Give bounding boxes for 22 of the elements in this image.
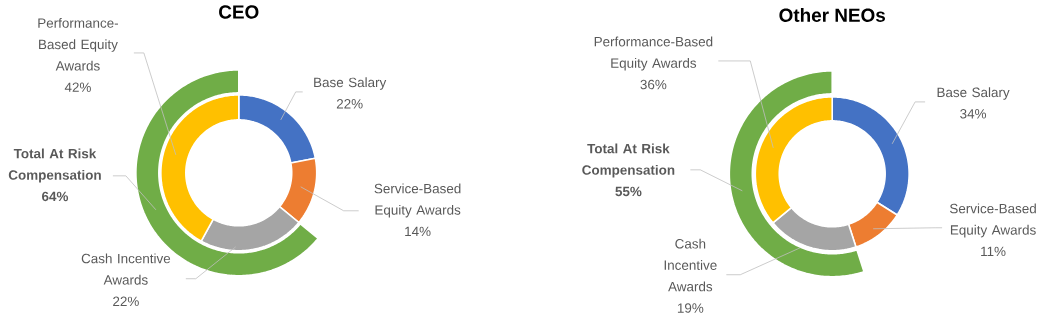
slice-label: Base Salary — [937, 87, 1010, 100]
data-label: 42% — [64, 82, 91, 93]
slice-label: Cash Incentive Awards — [664, 238, 717, 292]
data-label: 34% — [960, 109, 987, 119]
data-label: 64% — [42, 191, 69, 202]
chart-title: Other NEOs — [779, 8, 886, 23]
data-label: 36% — [640, 79, 667, 90]
data-label: 55% — [615, 186, 642, 197]
slice-label: Performance-Based Equity Awards — [38, 18, 119, 71]
data-label: 14% — [405, 226, 431, 237]
data-label: 11% — [981, 246, 1006, 257]
data-label: 19% — [677, 303, 704, 313]
slice-label: Base Salary — [314, 77, 387, 90]
slice-label: Performance-Based Equity Awards — [594, 36, 713, 71]
slice-label: Cash Incentive Awards — [81, 253, 171, 285]
slice-label: Total At Risk Compensation — [582, 143, 675, 178]
slice-label: Total At Risk Compensation — [8, 148, 101, 183]
data-label: 22% — [113, 296, 139, 307]
slice-label: Service-Based Equity Awards — [374, 183, 461, 218]
slice-label: Service-Based Equity Awards — [949, 203, 1036, 238]
chart-title: CEO — [219, 5, 259, 19]
data-label: 22% — [336, 99, 363, 109]
